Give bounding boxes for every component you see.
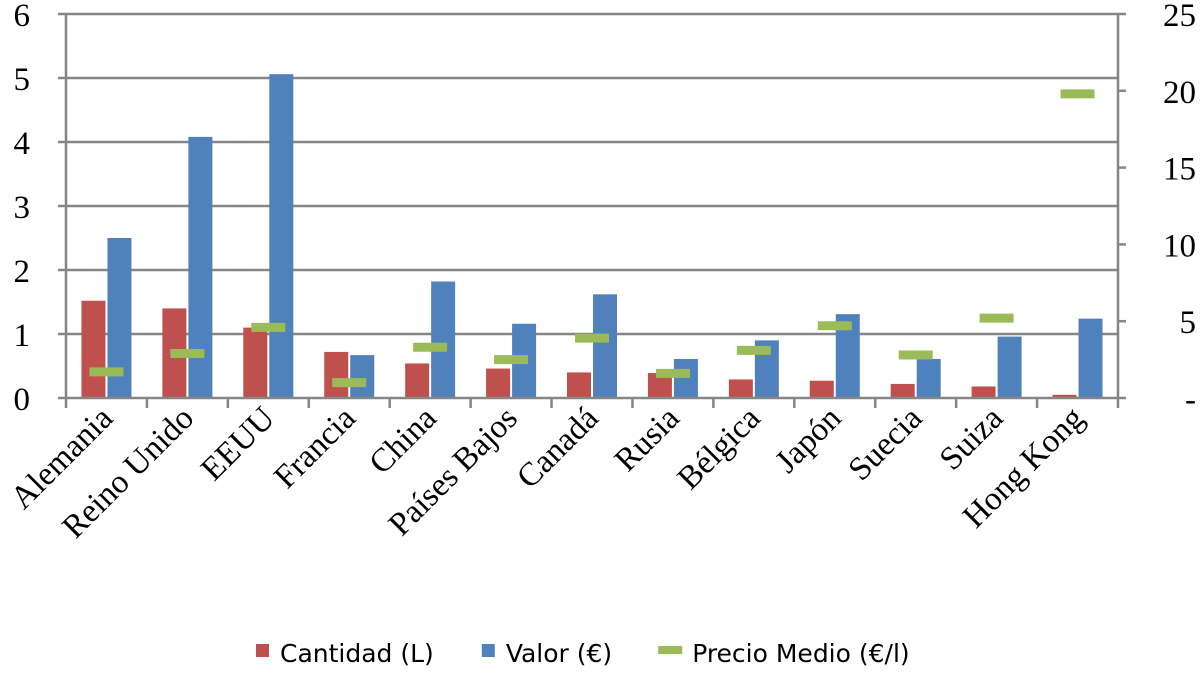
legend-label-precio-medio-l: Precio Medio (€/l): [692, 639, 909, 668]
legend-swatch-valor: [481, 644, 495, 657]
bar-cantidad-china: [405, 363, 430, 398]
bar-cantidad-alemania: [81, 300, 106, 398]
bar-cantidad-paises-bajos: [486, 368, 511, 398]
left-tick-label: 5: [14, 62, 31, 98]
bar-cantidad-japon: [809, 380, 834, 398]
legend-label-cantidad-l: Cantidad (L): [280, 639, 434, 668]
bar-cantidad-francia: [324, 351, 349, 398]
bar-valor-suecia: [916, 358, 941, 398]
legend-swatch-cantidad-l: [256, 644, 269, 657]
right-axis-tick-labels: - 5 10 15 20 25: [1163, 0, 1196, 418]
bar-valor-suiza: [997, 336, 1022, 398]
bar-cantidad-suiza: [971, 386, 996, 398]
left-tick-label: 2: [14, 254, 31, 290]
gridlines: [66, 12, 1118, 336]
bar-valor-china: [431, 281, 456, 398]
right-tick-label: 15: [1163, 152, 1196, 188]
left-tick-label: 1: [14, 318, 31, 354]
left-tick-label: 3: [14, 190, 31, 226]
left-tick-label: 0: [14, 382, 31, 418]
bar-valor-hong-kong: [1078, 318, 1103, 398]
bar-valor-francia: [350, 355, 375, 398]
bar-valor-canada: [593, 294, 617, 398]
left-tick-label: 6: [14, 0, 31, 34]
category-label: Francia: [267, 400, 363, 496]
bar-cantidad-canada: [567, 372, 591, 398]
right-tick-label: 10: [1163, 228, 1196, 264]
axes: [58, 12, 1126, 408]
bar-cantidad-hong-kong: [1052, 394, 1077, 398]
legend: Cantidad (L) Valor (€) Precio Medio (€/l): [256, 639, 910, 668]
bar-valor-reino-unido: [188, 136, 213, 398]
category-label: Suecia: [842, 400, 930, 488]
category-label: EEUU: [194, 400, 282, 488]
right-tick-label: -: [1185, 382, 1196, 418]
left-tick-label: 4: [14, 126, 31, 162]
right-tick-label: 25: [1163, 0, 1196, 34]
right-tick-label: 20: [1163, 75, 1196, 111]
bar-valor-rusia: [673, 358, 698, 398]
bar-valor-eeuu: [269, 74, 294, 398]
legend-label-valor: Valor (€): [506, 639, 612, 668]
bars: [81, 74, 1103, 398]
left-axis-tick-labels: 0 1 2 3 4 5 6: [14, 0, 31, 418]
category-label: Japón: [769, 400, 849, 480]
bar-cantidad-suecia: [890, 383, 915, 398]
category-label: Canadá: [510, 400, 606, 496]
category-label: Bélgica: [671, 400, 768, 497]
right-tick-label: 5: [1180, 305, 1197, 341]
bar-cantidad-eeuu: [243, 327, 268, 398]
bar-cantidad-belgica: [728, 379, 753, 398]
